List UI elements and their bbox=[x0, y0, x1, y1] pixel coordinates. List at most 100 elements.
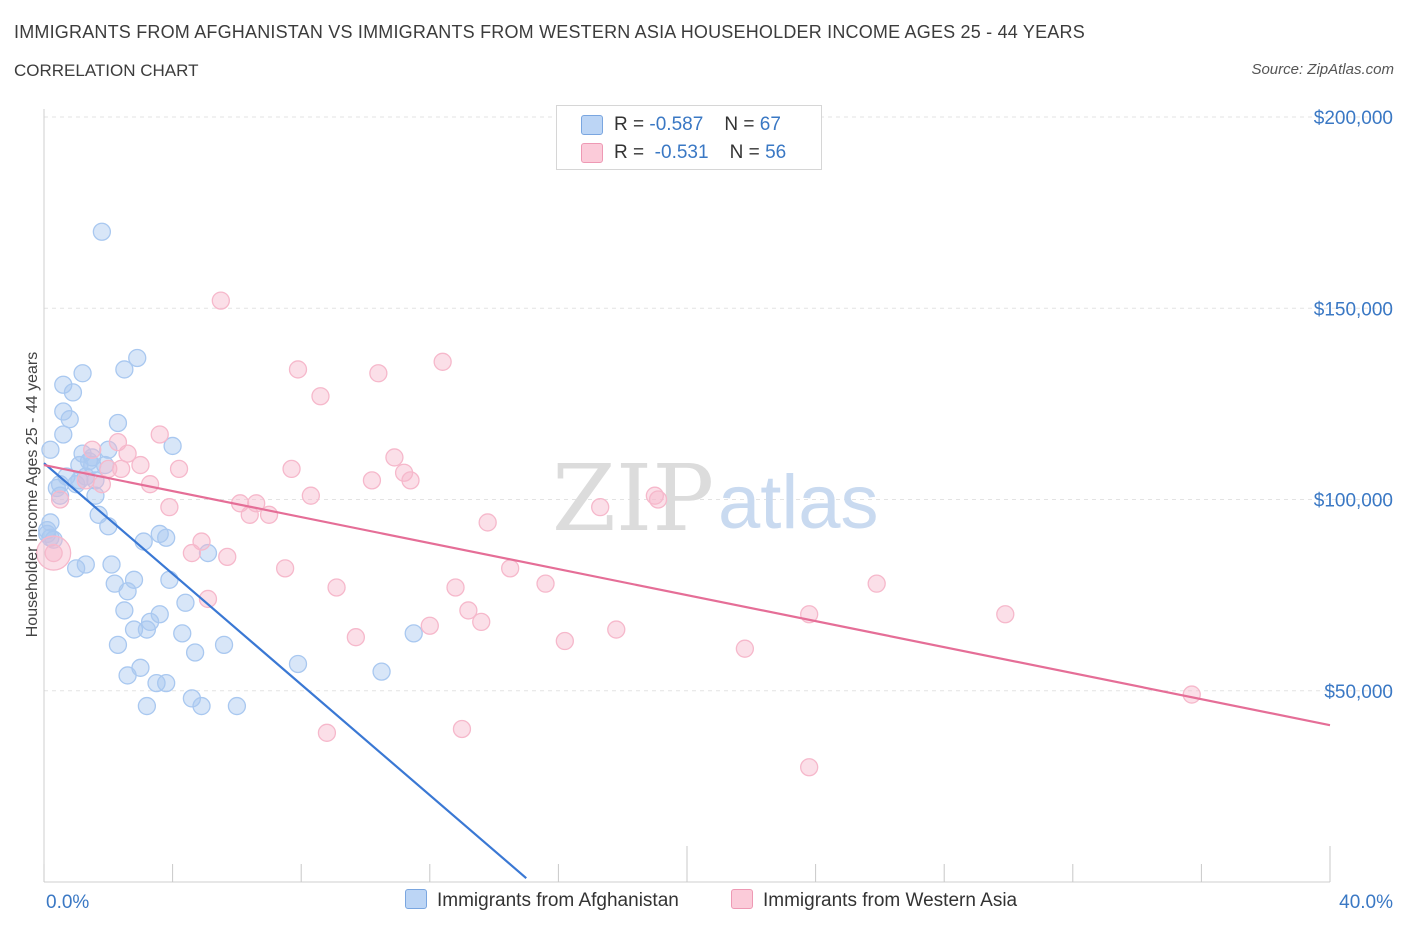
trend-line-afghanistan bbox=[43, 462, 527, 880]
data-point-western-asia bbox=[555, 631, 574, 651]
data-point-afghanistan bbox=[76, 555, 95, 574]
trend-line-western-asia bbox=[43, 463, 1331, 727]
data-point-afghanistan bbox=[124, 620, 144, 639]
series-name-western-asia: Immigrants from Western Asia bbox=[763, 890, 1018, 911]
legend-swatch-western-asia bbox=[581, 143, 603, 163]
legend-r-value: -0.531 bbox=[654, 142, 709, 163]
data-point-afghanistan bbox=[92, 222, 112, 241]
data-point-western-asia bbox=[327, 578, 346, 597]
data-point-afghanistan bbox=[214, 635, 234, 654]
chart-title: IMMIGRANTS FROM AFGHANISTAN VS IMMIGRANT… bbox=[14, 22, 1085, 42]
data-point-afghanistan bbox=[44, 530, 63, 549]
data-point-afghanistan bbox=[288, 654, 308, 674]
data-point-afghanistan bbox=[99, 517, 118, 536]
data-point-afghanistan bbox=[137, 696, 157, 716]
data-point-afghanistan bbox=[372, 662, 391, 681]
legend-r-label: R = bbox=[614, 142, 645, 163]
data-point-afghanistan bbox=[67, 559, 86, 578]
data-point-afghanistan bbox=[404, 624, 423, 643]
series-name-afghanistan: Immigrants from Afghanistan bbox=[437, 890, 679, 911]
data-point-western-asia bbox=[140, 475, 160, 494]
data-point-afghanistan bbox=[150, 605, 169, 624]
data-point-western-asia bbox=[192, 532, 211, 551]
data-point-western-asia bbox=[169, 459, 189, 479]
data-point-western-asia bbox=[112, 459, 131, 479]
data-point-afghanistan bbox=[140, 612, 160, 632]
data-point-western-asia bbox=[735, 639, 755, 658]
data-point-afghanistan bbox=[41, 440, 60, 459]
data-point-western-asia bbox=[459, 601, 478, 620]
data-point-afghanistan bbox=[192, 696, 211, 716]
data-point-afghanistan bbox=[173, 624, 192, 643]
data-point-western-asia bbox=[501, 559, 520, 578]
watermark-atlas: atlas bbox=[718, 460, 879, 545]
x-tick-label-max: 40.0% bbox=[1339, 892, 1393, 913]
data-point-afghanistan bbox=[63, 383, 83, 402]
legend-r-value: -0.587 bbox=[649, 114, 704, 135]
axis-labels: $50,000 $100,000 $150,000 $200,000 0.0% 40.0%… bbox=[24, 108, 1393, 913]
data-point-western-asia bbox=[150, 425, 169, 444]
data-point-western-asia bbox=[648, 490, 668, 509]
data-point-western-asia bbox=[131, 455, 150, 475]
watermark-zip: ZIP bbox=[552, 445, 714, 552]
data-point-western-asia bbox=[452, 719, 472, 739]
axes bbox=[43, 109, 1331, 883]
trend-lines bbox=[43, 462, 1331, 880]
data-point-afghanistan bbox=[60, 410, 79, 429]
data-point-western-asia bbox=[800, 758, 819, 777]
y-tick-label: $50,000 bbox=[1324, 682, 1393, 703]
data-point-western-asia bbox=[420, 616, 439, 635]
data-point-western-asia bbox=[478, 513, 497, 532]
data-point-western-asia bbox=[362, 471, 382, 490]
data-point-western-asia bbox=[218, 547, 237, 567]
data-point-western-asia bbox=[369, 364, 388, 383]
data-point-western-asia bbox=[211, 291, 230, 310]
data-point-afghanistan bbox=[38, 520, 57, 540]
data-point-afghanistan bbox=[115, 601, 134, 620]
legend-r-label: R = bbox=[614, 114, 645, 135]
data-point-afghanistan bbox=[163, 436, 182, 456]
data-point-western-asia bbox=[288, 360, 308, 379]
legend-n-value: 56 bbox=[765, 142, 787, 163]
data-point-afghanistan bbox=[99, 440, 118, 459]
legend-n-label: N = bbox=[724, 114, 755, 135]
data-points bbox=[35, 222, 1201, 777]
y-tick-label: $100,000 bbox=[1314, 491, 1393, 512]
data-point-afghanistan bbox=[182, 689, 202, 708]
data-point-western-asia bbox=[311, 387, 330, 406]
watermark: ZIP atlas bbox=[552, 445, 879, 552]
data-point-western-asia bbox=[385, 448, 404, 467]
data-point-afghanistan bbox=[227, 696, 247, 716]
legend-n-value: 67 bbox=[759, 114, 781, 135]
data-point-afghanistan bbox=[86, 486, 105, 505]
data-point-afghanistan bbox=[108, 635, 128, 654]
y-axis-label: Householder Income Ages 25 - 44 years bbox=[24, 352, 41, 638]
series-swatch-afghanistan bbox=[405, 889, 427, 909]
data-point-afghanistan bbox=[108, 413, 128, 433]
data-point-afghanistan bbox=[118, 582, 137, 601]
data-point-western-asia bbox=[317, 723, 337, 742]
data-point-afghanistan bbox=[131, 658, 150, 677]
data-point-western-asia bbox=[50, 490, 70, 509]
data-point-afghanistan bbox=[54, 375, 73, 394]
correlation-legend: R = -0.587 N = 67 R = -0.531 N = 56 bbox=[556, 105, 822, 170]
data-point-western-asia bbox=[536, 574, 555, 593]
data-point-afghanistan bbox=[115, 360, 134, 379]
grid-lines bbox=[44, 116, 1392, 692]
data-point-afghanistan bbox=[128, 348, 147, 368]
data-point-western-asia bbox=[346, 628, 366, 647]
data-point-western-asia bbox=[282, 459, 301, 479]
data-point-western-asia bbox=[198, 589, 218, 609]
legend-n-label: N = bbox=[729, 142, 760, 163]
legend-swatch-afghanistan bbox=[581, 115, 603, 135]
data-point-afghanistan bbox=[176, 593, 195, 612]
data-point-western-asia bbox=[301, 486, 320, 505]
data-point-western-asia bbox=[607, 620, 626, 639]
data-point-afghanistan bbox=[198, 543, 218, 563]
data-point-afghanistan bbox=[124, 570, 144, 589]
data-point-western-asia-large bbox=[35, 535, 72, 571]
chart-subtitle: CORRELATION CHART bbox=[14, 61, 199, 80]
data-point-afghanistan bbox=[102, 555, 121, 574]
data-point-western-asia bbox=[867, 574, 886, 593]
